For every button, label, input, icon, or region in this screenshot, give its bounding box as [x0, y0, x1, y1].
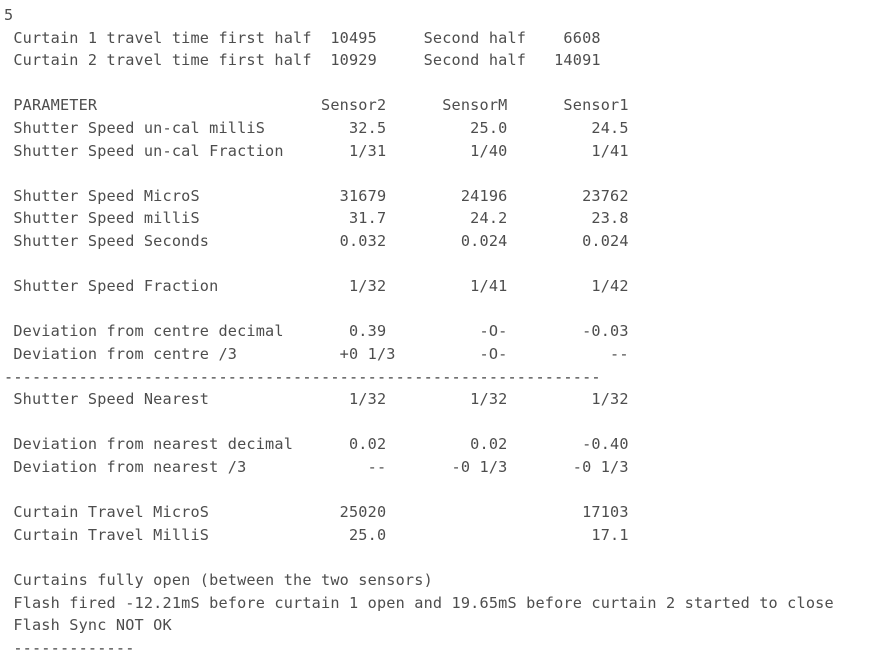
- status-flash-timing: Flash fired -12.21mS before curtain 1 op…: [4, 593, 834, 612]
- table-row: Shutter Speed un-cal Fraction 1/31 1/40 …: [4, 141, 629, 160]
- table-row: Deviation from nearest /3 -- -0 1/3 -0 1…: [4, 458, 629, 476]
- table-row: Curtain Travel MilliS 25.0 17.1: [4, 525, 629, 544]
- table-header-row: PARAMETER Sensor2 SensorM Sensor1: [4, 96, 629, 115]
- table-row: Deviation from centre /3 +0 1/3 -O- --: [4, 345, 629, 363]
- separator-rule: -------------: [4, 638, 135, 657]
- table-row: Shutter Speed Seconds 0.032 0.024 0.024: [4, 232, 629, 250]
- table-row: Shutter Speed milliS 31.7 24.2 23.8: [4, 209, 629, 228]
- table-row: Curtain Travel MicroS 25020 17103: [4, 503, 629, 522]
- table-row: Shutter Speed un-cal milliS 32.5 25.0 24…: [4, 119, 629, 137]
- separator-rule: ----------------------------------------…: [4, 367, 601, 386]
- curtain-travel-time-row: Curtain 1 travel time first half 10495 S…: [4, 28, 601, 47]
- table-row: Deviation from nearest decimal 0.02 0.02…: [4, 435, 629, 454]
- iteration-counter: 5: [4, 6, 14, 24]
- table-row: Deviation from centre decimal 0.39 -O- -…: [4, 322, 629, 341]
- status-flash-sync: Flash Sync NOT OK: [4, 616, 172, 635]
- table-row: Shutter Speed Nearest 1/32 1/32 1/32: [4, 390, 629, 409]
- table-row: Shutter Speed MicroS 31679 24196 23762: [4, 186, 629, 205]
- table-row: Shutter Speed Fraction 1/32 1/41 1/42: [4, 277, 629, 296]
- status-curtains-open: Curtains fully open (between the two sen…: [4, 571, 433, 589]
- curtain-travel-time-row: Curtain 2 travel time first half 10929 S…: [4, 51, 601, 70]
